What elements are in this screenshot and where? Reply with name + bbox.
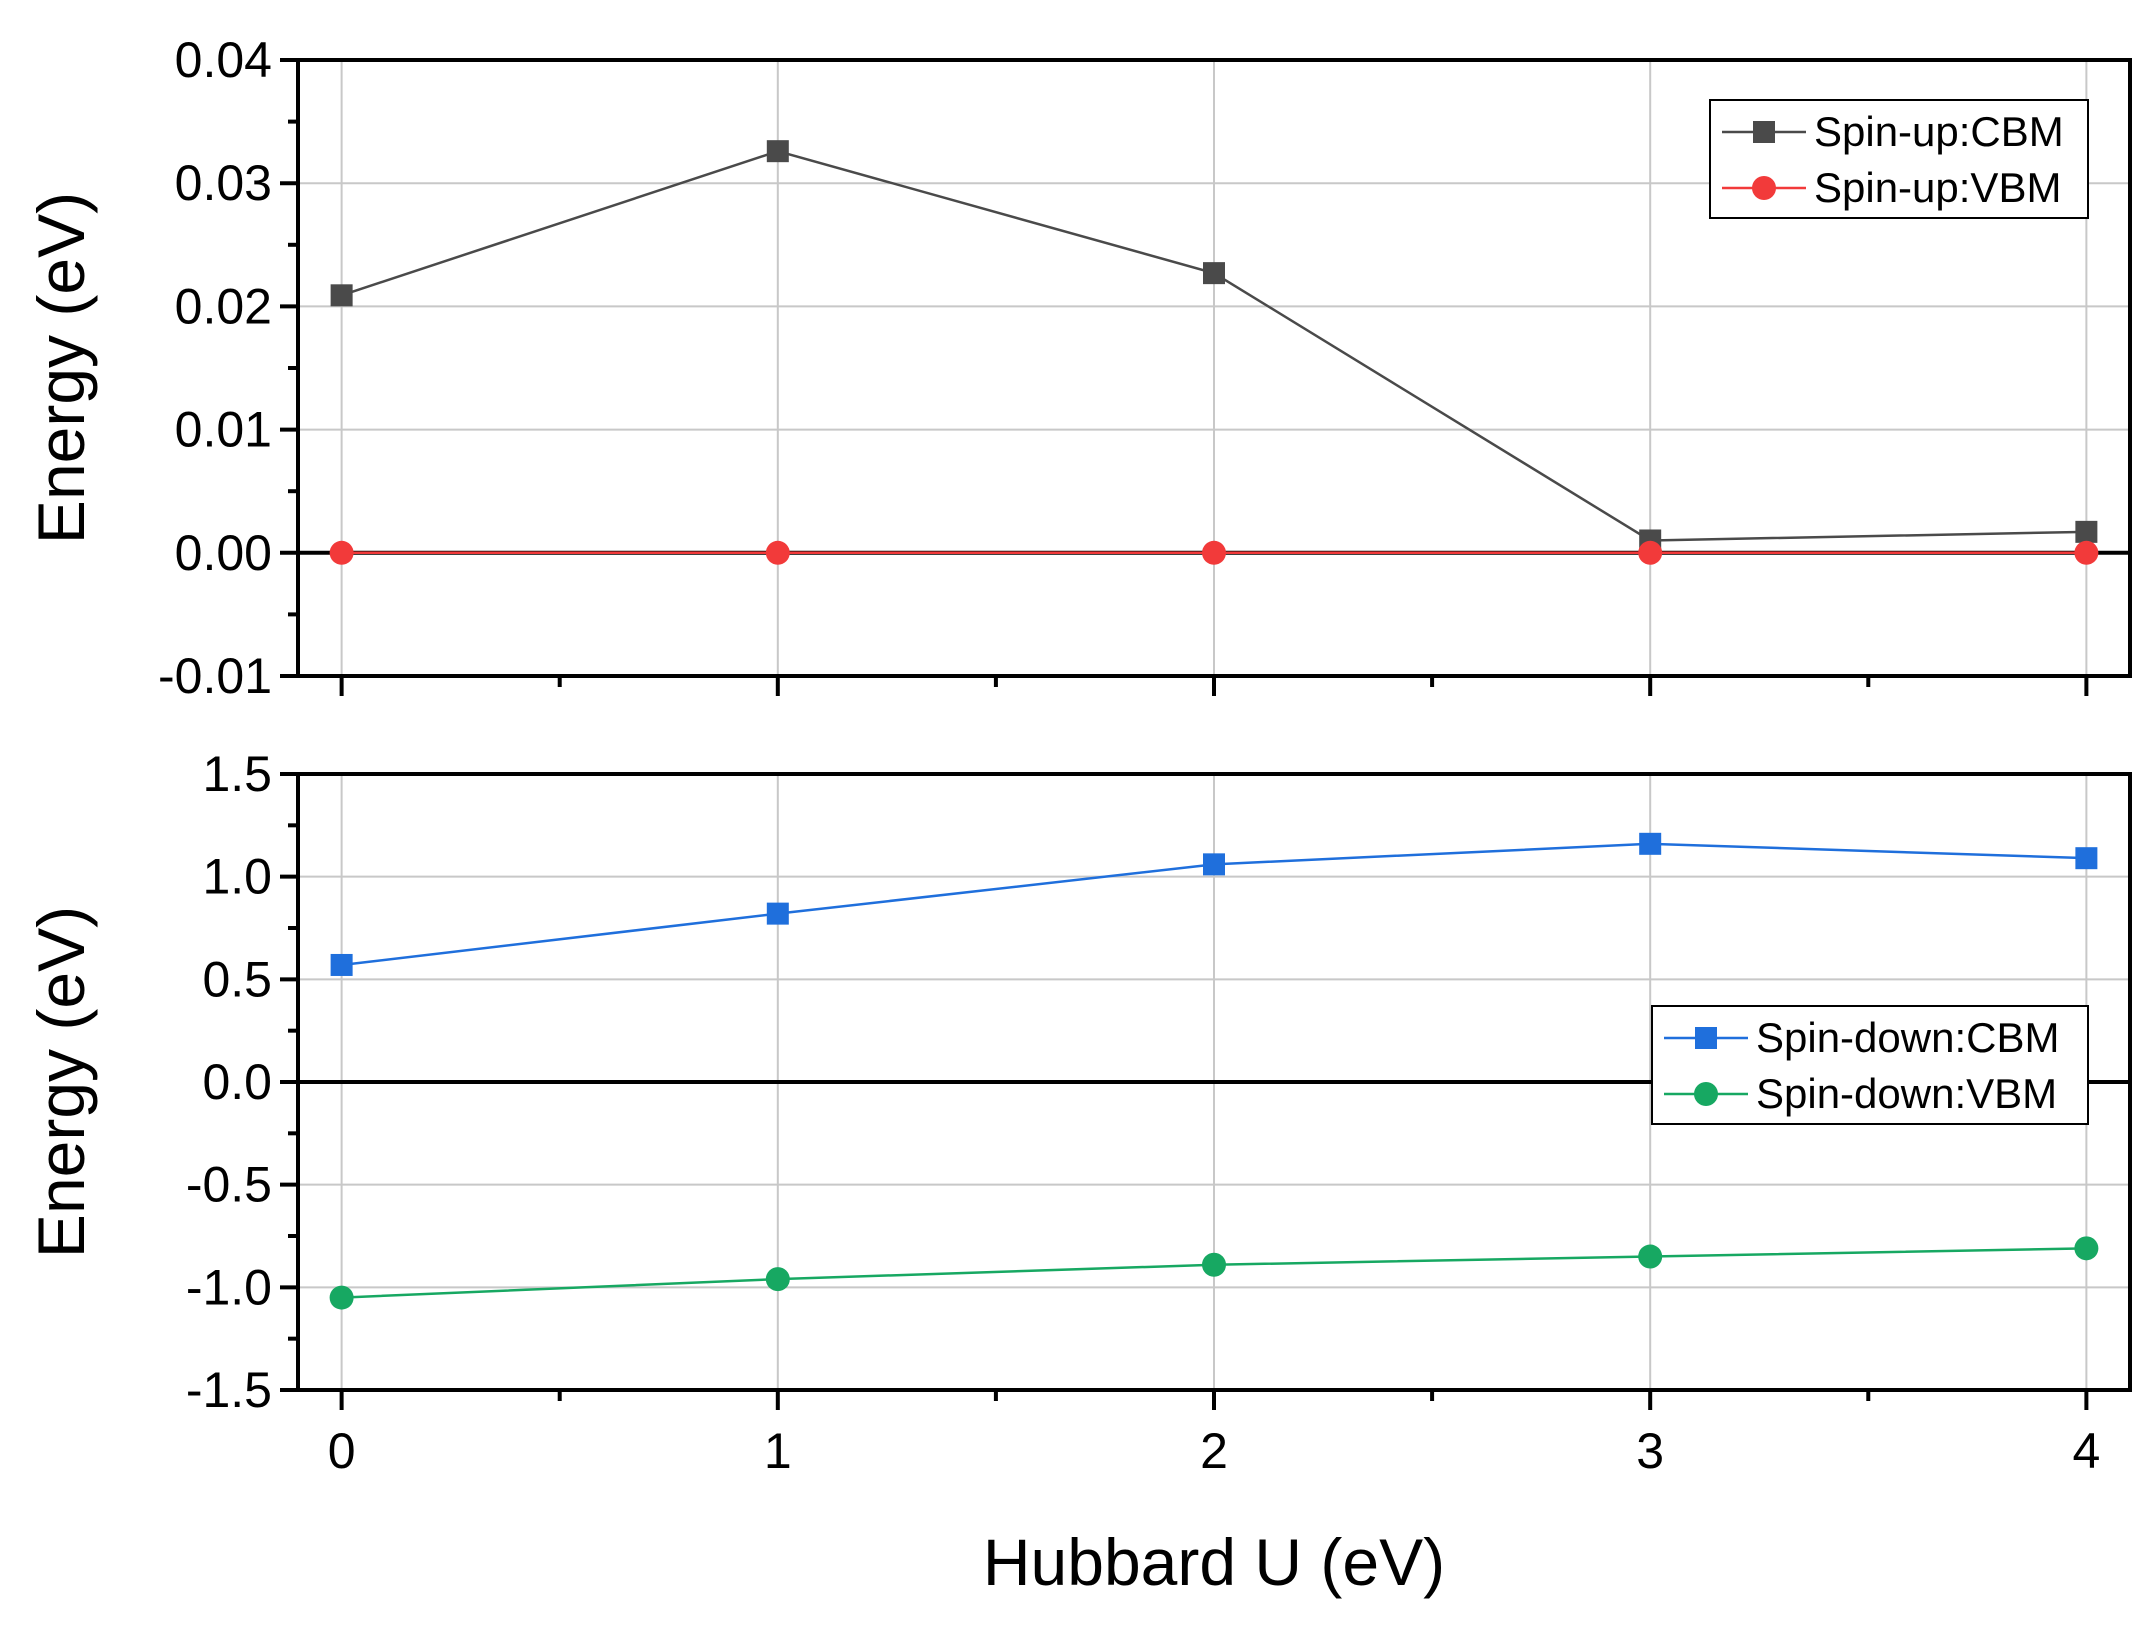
data-point — [1202, 1252, 1226, 1277]
legend-label: Spin-up:VBM — [1814, 164, 2061, 211]
data-point — [1203, 262, 1225, 285]
data-point — [1639, 832, 1662, 855]
y-tick-label: 0.02 — [175, 278, 272, 334]
legend-marker — [1695, 1027, 1717, 1049]
y-tick-label: -1.0 — [186, 1259, 272, 1315]
data-point — [1202, 540, 1226, 565]
x-tick-label: 0 — [328, 1423, 356, 1479]
legend-label: Spin-down:CBM — [1756, 1014, 2059, 1061]
data-point — [2074, 1236, 2099, 1261]
data-point — [2075, 520, 2098, 543]
legend-marker — [1752, 176, 1776, 200]
data-point — [766, 902, 789, 925]
data-point — [330, 284, 353, 307]
data-point — [765, 540, 790, 565]
plot-frame — [296, 772, 2132, 1392]
x-tick-label: 3 — [1636, 1423, 1664, 1479]
data-point — [1203, 853, 1225, 876]
y-axis-title: Energy (eV) — [24, 906, 98, 1258]
legend-marker — [1694, 1082, 1718, 1106]
bottom-panel: -1.5 -1.0 -0.5 0.0 0.5 1.0 1.5 0 1 2 3 4 Energy (eV)… — [24, 746, 2132, 1479]
legend-box — [1709, 99, 2089, 219]
y-tick-label: 1.0 — [202, 849, 272, 905]
data-point — [329, 1285, 354, 1310]
x-tick-label: 1 — [764, 1423, 792, 1479]
y-tick-label: -1.5 — [186, 1362, 272, 1418]
data-point — [329, 540, 354, 565]
y-tick-label: 0.0 — [202, 1054, 272, 1110]
y-tick-label: 0.01 — [175, 402, 272, 458]
y-tick-label: 0.04 — [175, 32, 272, 88]
y-tick-label: -0.01 — [158, 648, 272, 704]
y-tick-label: 0.5 — [202, 951, 272, 1007]
y-tick-label: 1.5 — [202, 746, 272, 802]
plot-frame — [296, 58, 2132, 678]
top-panel: -0.01 0.00 0.01 0.02 0.03 0.04 Energy (eV) Spin… — [24, 32, 2132, 704]
legend-label: Spin-up:CBM — [1814, 108, 2064, 155]
y-tick-label: 0.03 — [175, 155, 272, 211]
legend-marker — [1753, 121, 1775, 143]
data-point — [330, 953, 353, 976]
x-tick-label: 2 — [1200, 1423, 1228, 1479]
data-point — [1638, 540, 1663, 565]
data-point — [1638, 1244, 1663, 1269]
x-axis-title: Hubbard U (eV) — [983, 1525, 1445, 1599]
y-axis-title: Energy (eV) — [24, 192, 98, 544]
legend-box — [1651, 1005, 2089, 1125]
data-point — [2075, 847, 2098, 870]
y-tick-label: 0.00 — [175, 525, 272, 581]
data-point — [766, 140, 789, 163]
x-tick-label: 4 — [2072, 1423, 2100, 1479]
data-point — [765, 1267, 790, 1292]
y-tick-label: -0.5 — [186, 1157, 272, 1213]
data-point — [2074, 540, 2099, 565]
legend-label: Spin-down:VBM — [1756, 1070, 2057, 1117]
